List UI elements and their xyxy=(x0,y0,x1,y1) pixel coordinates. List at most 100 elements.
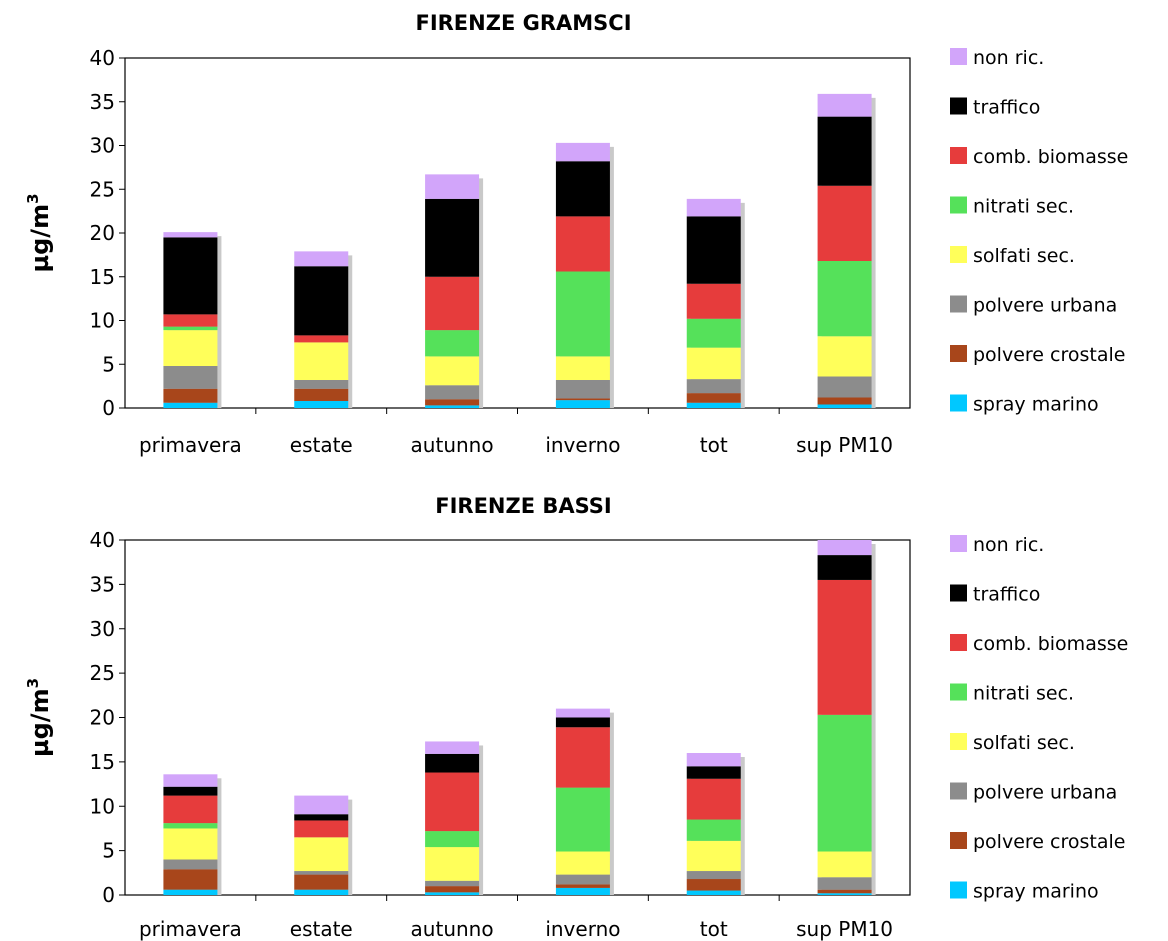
y-tick-label: 0 xyxy=(102,883,115,907)
bar-segment xyxy=(817,555,872,580)
bar-segment xyxy=(163,237,218,315)
bar-segment xyxy=(294,837,349,872)
bar-segment xyxy=(817,877,872,890)
x-tick-label: estate xyxy=(290,433,353,457)
bar-segment xyxy=(686,402,741,408)
legend-swatch xyxy=(950,782,967,800)
bar-segment xyxy=(425,399,480,406)
legend-label: polvere crostale xyxy=(973,831,1125,853)
x-tick-label: inverno xyxy=(545,917,620,941)
bar-segment xyxy=(555,884,610,888)
x-tick-label: autunno xyxy=(411,433,494,457)
bar-segment xyxy=(817,93,872,117)
bar-segment xyxy=(817,261,872,337)
bar-segment xyxy=(425,198,480,277)
bar-segment xyxy=(425,174,480,199)
bar-segment xyxy=(294,388,349,401)
bar-segment xyxy=(555,142,610,162)
bar-segment xyxy=(163,232,218,238)
bar-segment xyxy=(555,708,610,718)
bar-segment xyxy=(686,216,741,284)
legend-label: polvere urbana xyxy=(973,782,1117,804)
bar-segment xyxy=(555,356,610,380)
bar-segment xyxy=(425,741,480,754)
bar-segment xyxy=(163,402,218,408)
bar-segment xyxy=(163,330,218,366)
bar-segment xyxy=(425,847,480,881)
bar-segment xyxy=(817,336,872,377)
bar-segment xyxy=(294,795,349,815)
y-tick-label: 0 xyxy=(102,396,115,420)
bar-segment xyxy=(294,814,349,821)
bar-segment xyxy=(817,889,872,894)
bar-segment xyxy=(555,887,610,895)
y-tick-label: 30 xyxy=(90,617,115,641)
bar-segment xyxy=(294,401,349,408)
bar-segment xyxy=(686,890,741,895)
legend-label: traffico xyxy=(973,97,1040,119)
y-tick-label: 25 xyxy=(90,177,115,201)
legend-label: spray marino xyxy=(973,881,1099,903)
bar-segment xyxy=(163,326,218,331)
legend-swatch xyxy=(950,345,967,362)
y-axis-label: µg/m3 xyxy=(24,193,54,272)
legend-swatch xyxy=(950,147,967,164)
legend-label: traffico xyxy=(973,584,1040,606)
legend-label: nitrati sec. xyxy=(973,196,1074,218)
legend-swatch xyxy=(950,97,967,115)
y-tick-label: 20 xyxy=(90,706,115,730)
x-tick-label: autunno xyxy=(411,917,494,941)
bar-segment xyxy=(686,318,741,348)
bar-segment xyxy=(163,823,218,829)
bar-segment xyxy=(163,859,218,870)
chart-1: FIRENZE GRAMSCI 0 5 10 15 20 25 30 35 40 µg/m3 prim… xyxy=(24,11,1128,457)
legend-swatch xyxy=(950,394,967,412)
bar-segment xyxy=(294,266,349,336)
bar-segment xyxy=(817,404,872,408)
bar-segment xyxy=(686,840,741,872)
bar-segment xyxy=(686,347,741,380)
bar-segment xyxy=(425,753,480,773)
bar-segment xyxy=(817,376,872,398)
bar-segment xyxy=(163,388,218,403)
bar-segment xyxy=(817,540,872,556)
legend-label: comb. biomasse xyxy=(973,633,1128,655)
bar-segment xyxy=(555,874,610,885)
y-tick-label: 35 xyxy=(90,90,115,114)
y-tick-label: 10 xyxy=(90,309,115,333)
y-axis-label-superscript: 3 xyxy=(24,678,42,688)
bar-segment xyxy=(817,851,872,878)
bar-segment xyxy=(163,795,218,824)
legend-swatch xyxy=(950,246,967,263)
y-tick-label: 40 xyxy=(90,46,115,70)
legend-label: nitrati sec. xyxy=(973,683,1074,705)
bar-segment xyxy=(555,216,610,272)
legend-swatch xyxy=(950,535,967,552)
bar-segment xyxy=(163,869,218,890)
legend-swatch xyxy=(950,832,967,849)
y-tick-label: 15 xyxy=(90,750,115,774)
bar-segment xyxy=(163,786,218,796)
bar-segment xyxy=(425,772,480,832)
bar-segment xyxy=(163,366,218,389)
legend-swatch xyxy=(950,295,967,313)
bar-segment xyxy=(294,820,349,838)
legend-swatch xyxy=(950,48,967,65)
bar-segment xyxy=(294,874,349,890)
y-axis-label-superscript: 3 xyxy=(24,193,42,203)
bar-segment xyxy=(817,714,872,852)
chart-title: FIRENZE GRAMSCI xyxy=(415,11,631,35)
y-tick-label: 30 xyxy=(90,134,115,158)
bar-segment xyxy=(686,766,741,779)
y-axis-label: µg/m3 xyxy=(24,678,54,757)
bar-segment xyxy=(686,753,741,767)
y-tick-label: 40 xyxy=(90,528,115,552)
legend-swatch xyxy=(950,881,967,899)
legend-swatch xyxy=(950,584,967,602)
legend-swatch xyxy=(950,733,967,750)
bar-segment xyxy=(425,880,480,887)
y-tick-label: 15 xyxy=(90,265,115,289)
bar-segment xyxy=(686,393,741,403)
bar-segment xyxy=(425,330,480,357)
